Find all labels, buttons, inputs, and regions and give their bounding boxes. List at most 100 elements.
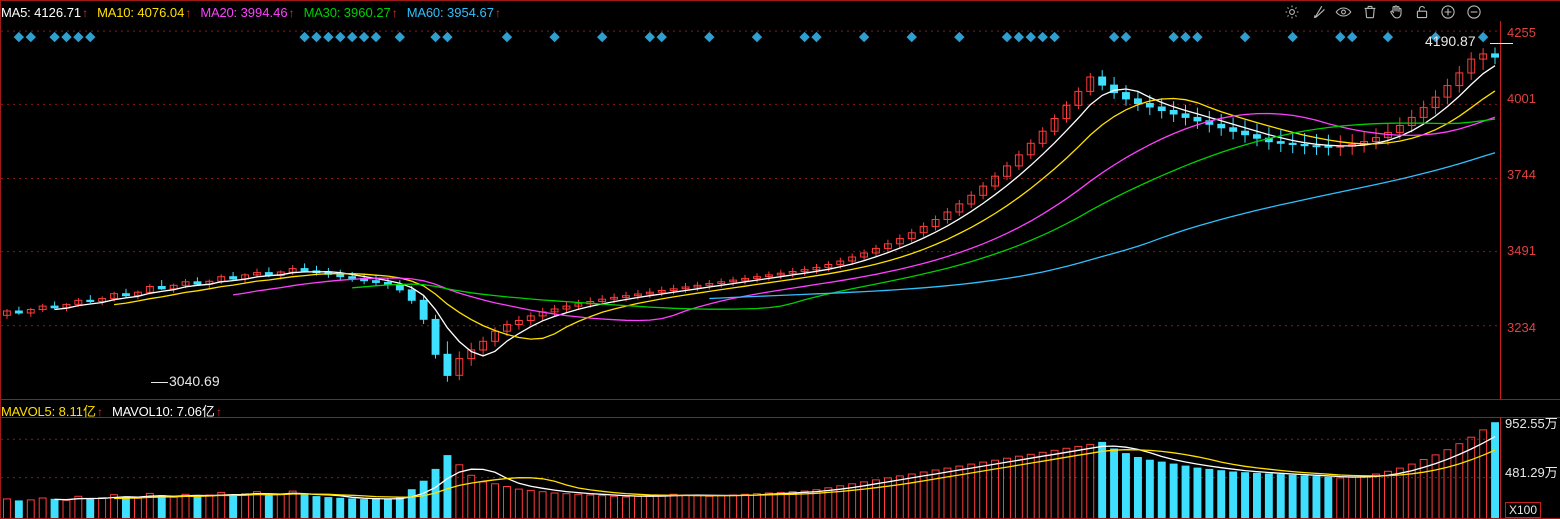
volume-ma-line xyxy=(114,449,1496,500)
ma60-value: 3954.67 xyxy=(446,5,494,20)
volume-bar xyxy=(1074,445,1083,518)
ma60-trend-icon: ↑ xyxy=(494,6,501,20)
gear-icon[interactable] xyxy=(1283,4,1300,21)
signal-marker xyxy=(751,31,763,43)
signal-marker xyxy=(394,31,406,43)
volume-bar xyxy=(38,497,47,518)
ma20-legend: MA20: 3994.46 ↑ xyxy=(200,5,294,20)
volume-bar xyxy=(1384,470,1392,518)
signal-marker xyxy=(346,31,358,43)
signal-marker xyxy=(1120,31,1132,43)
volume-bar xyxy=(384,498,392,518)
volume-bar xyxy=(907,473,916,518)
volume-bar xyxy=(1348,476,1357,518)
signal-marker xyxy=(49,31,60,43)
candlestick-series xyxy=(3,47,1499,382)
signal-marker xyxy=(1180,31,1191,43)
volume-bar xyxy=(1050,449,1059,518)
ma10-value: 4076.04 xyxy=(137,5,185,20)
volume-bar xyxy=(931,469,940,518)
volume-bar xyxy=(753,493,761,518)
zoom-out-icon[interactable] xyxy=(1465,4,1482,21)
mavol5-trend-icon: ↑ xyxy=(96,404,103,419)
ma-line-ma60 xyxy=(709,152,1496,300)
volume-bar xyxy=(1134,457,1142,518)
ma-line-ma30 xyxy=(352,118,1496,310)
volume-bar xyxy=(1229,471,1238,518)
volume-bar xyxy=(1110,448,1118,518)
volume-bar xyxy=(443,455,452,518)
volume-bar xyxy=(598,495,607,518)
volume-bar xyxy=(348,498,357,518)
volume-bar xyxy=(336,497,345,518)
volume-bar xyxy=(14,500,23,518)
signal-marker xyxy=(85,31,96,43)
signal-marker xyxy=(1382,31,1394,43)
volume-bar xyxy=(479,481,488,518)
volume-bar xyxy=(276,493,285,518)
mavol10-legend: MAVOL10: 7.06亿 ↑ xyxy=(112,401,222,420)
volume-bar xyxy=(884,477,892,518)
volume-chart-pane[interactable] xyxy=(1,417,1501,518)
volume-bar xyxy=(967,463,976,518)
mavol5-value: 8.11亿 xyxy=(58,403,96,419)
signal-marker xyxy=(1168,31,1179,43)
volume-bar xyxy=(1324,476,1333,518)
signal-marker xyxy=(906,31,917,43)
volume-bar xyxy=(610,495,618,518)
ma60-label: MA60: xyxy=(406,5,444,20)
volume-bar xyxy=(562,493,571,518)
volume-bar xyxy=(467,474,476,518)
signal-marker xyxy=(323,31,334,43)
trash-icon[interactable] xyxy=(1361,4,1378,21)
volume-bar xyxy=(1360,475,1368,518)
volume-axis-divider xyxy=(1500,417,1501,519)
volume-bar xyxy=(1407,463,1416,518)
ma10-legend: MA10: 4076.04 ↑ xyxy=(97,5,191,20)
signal-marker xyxy=(858,31,870,43)
eye-icon[interactable] xyxy=(1335,4,1352,21)
signal-marker xyxy=(1037,31,1048,43)
volume-bar xyxy=(253,491,261,518)
ma10-trend-icon: ↑ xyxy=(185,6,192,20)
volume-bar xyxy=(1038,451,1047,518)
volume-bar xyxy=(419,480,428,518)
price-axis-divider xyxy=(1500,21,1501,399)
signal-marker xyxy=(954,31,965,43)
volume-bar xyxy=(26,499,35,518)
volume-bar xyxy=(1395,467,1404,518)
signal-marker xyxy=(1477,31,1489,43)
ma5-label: MA5: xyxy=(1,5,31,20)
volume-bar xyxy=(157,495,166,518)
volume-bar xyxy=(669,493,678,518)
zoom-in-icon[interactable] xyxy=(1439,4,1456,21)
ma-line-ma5 xyxy=(54,65,1496,357)
volume-bar xyxy=(193,495,202,518)
volume-bar xyxy=(50,498,59,518)
volume-bar xyxy=(205,494,214,518)
mavol10-value: 7.06亿 xyxy=(176,403,215,419)
volume-bar-series xyxy=(3,422,1499,518)
volume-bar xyxy=(800,490,809,518)
volume-bar xyxy=(1086,443,1095,518)
mavol5-label: MAVOL5: xyxy=(1,403,55,419)
volume-bar xyxy=(526,489,535,518)
ma30-label: MA30: xyxy=(303,5,341,20)
volume-bar xyxy=(979,461,988,518)
lock-icon[interactable] xyxy=(1413,4,1430,21)
ma30-trend-icon: ↑ xyxy=(391,6,398,20)
pencil-icon[interactable] xyxy=(1309,4,1326,21)
volume-bar xyxy=(1098,441,1107,518)
price-chart-pane[interactable] xyxy=(1,21,1501,399)
volume-bar xyxy=(788,491,797,518)
volume-bar xyxy=(991,459,999,518)
volume-bar xyxy=(503,486,511,518)
hand-icon[interactable] xyxy=(1387,4,1404,21)
volume-bar xyxy=(1312,476,1321,518)
volume-bar xyxy=(407,489,416,518)
signal-marker xyxy=(811,31,822,43)
volume-bar xyxy=(3,498,11,518)
signal-marker xyxy=(549,31,560,43)
volume-bar xyxy=(895,475,904,518)
